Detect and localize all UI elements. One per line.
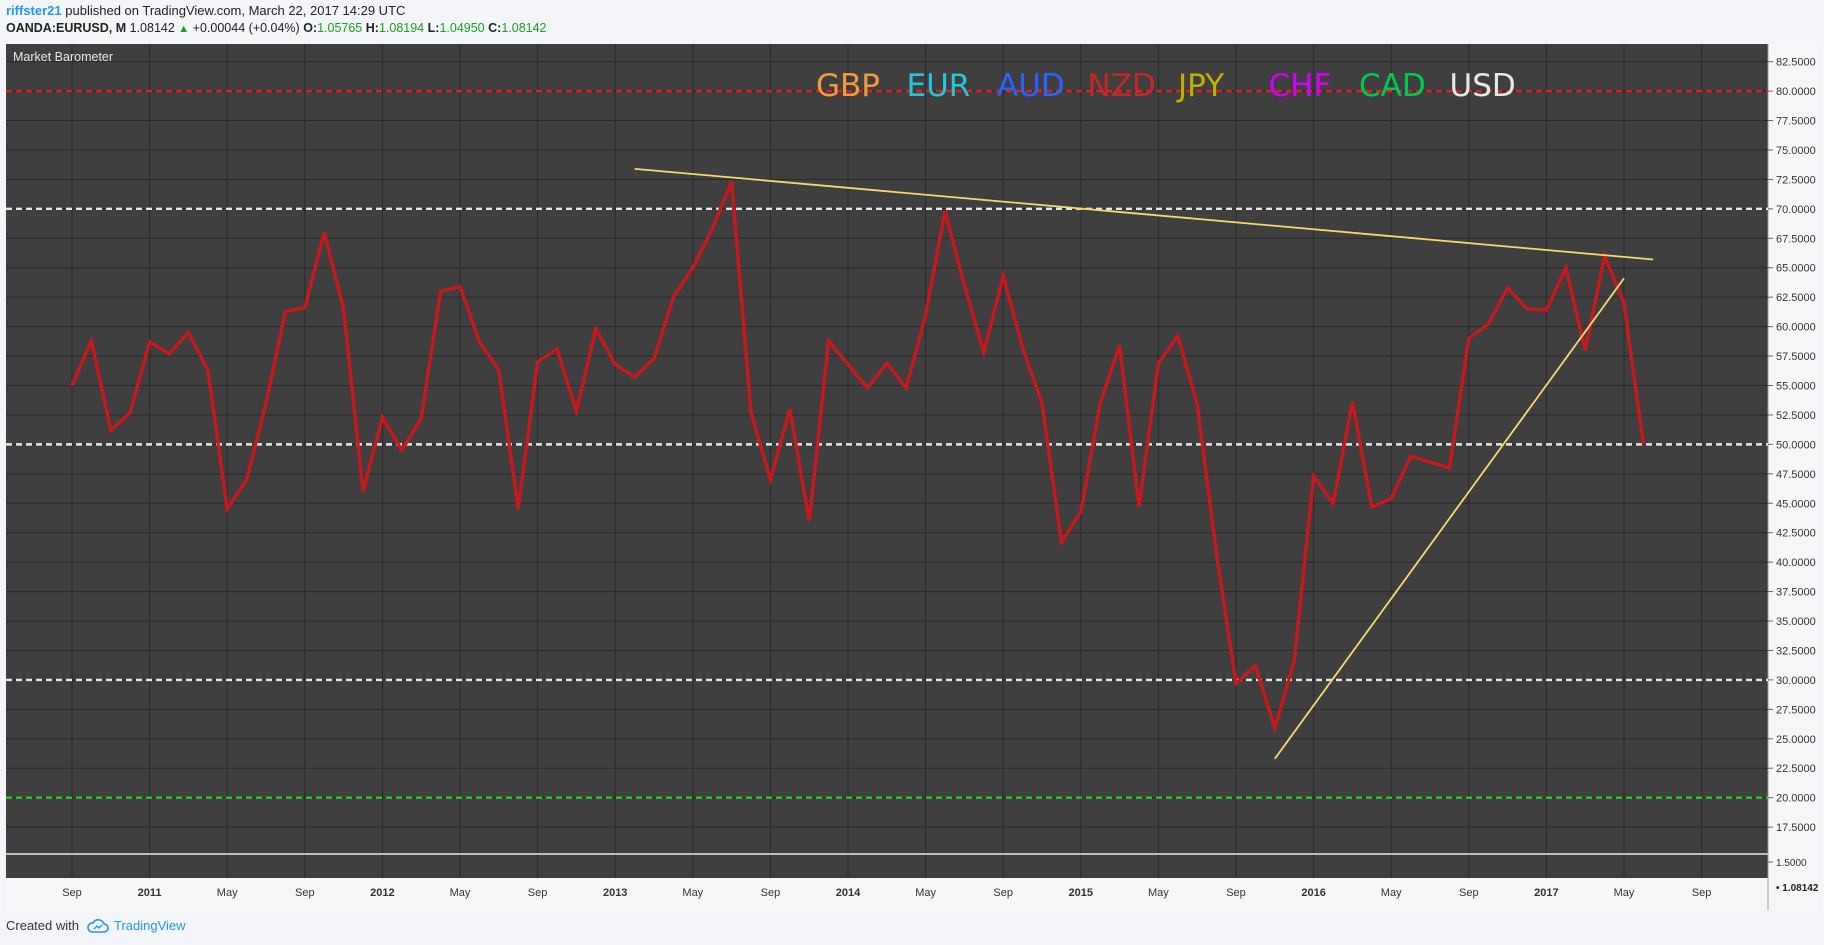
- x-tick-label: Sep: [528, 887, 548, 899]
- close-value: 1.08142: [501, 21, 547, 35]
- y-tick-label: 70.0000: [1776, 204, 1816, 216]
- x-tick-label: Sep: [1692, 887, 1712, 899]
- y-tick-label: 22.5000: [1776, 763, 1816, 775]
- x-tick-label: May: [682, 887, 703, 899]
- footer: Created with TradingView: [6, 918, 186, 933]
- y-tick-label: 62.5000: [1776, 292, 1816, 304]
- open-value: 1.05765: [317, 21, 363, 35]
- y-tick-label: 37.5000: [1776, 587, 1816, 599]
- author-link[interactable]: riffster21: [6, 3, 62, 18]
- tradingview-brand: TradingView: [113, 918, 186, 933]
- x-tick-label: Sep: [993, 887, 1013, 899]
- plot-background: [6, 44, 1768, 910]
- x-tick-label: May: [915, 887, 936, 899]
- legend-cad: CAD: [1359, 68, 1426, 104]
- y-tick-label: 27.5000: [1776, 704, 1816, 716]
- chart-canvas[interactable]: Sep 2011 May Sep 2012 May Sep 2013 May Sep 2014 May…: [6, 44, 1818, 910]
- high-label: H:: [365, 21, 379, 35]
- y-tick-label: 77.5000: [1776, 116, 1816, 128]
- time-axis[interactable]: [6, 878, 1768, 910]
- y-tick-label: 65.0000: [1776, 263, 1816, 275]
- trendline-0[interactable]: [634, 167, 1654, 261]
- last-price-label: • 1.08142: [1776, 883, 1818, 894]
- x-tick-label: 2016: [1301, 887, 1325, 899]
- legend-gbp: GBP: [816, 68, 880, 104]
- x-tick-label: Sep: [1226, 887, 1246, 899]
- x-tick-label: 2015: [1069, 887, 1093, 899]
- publish-text: published on TradingView.com, March 22, …: [65, 3, 406, 18]
- y-tick-label: 40.0000: [1776, 557, 1816, 569]
- high-value: 1.08194: [378, 21, 425, 35]
- x-tick-label: May: [450, 887, 471, 899]
- y-tick-label: 35.0000: [1776, 616, 1816, 628]
- y-tick-label: 20.0000: [1776, 793, 1816, 805]
- up-arrow-icon: ▲: [178, 23, 190, 35]
- y-tick-label: 60.0000: [1776, 322, 1816, 334]
- low-label: L:: [427, 21, 440, 35]
- tradingview-link[interactable]: TradingView: [87, 918, 186, 933]
- price-axis[interactable]: [1768, 44, 1818, 910]
- x-tick-label: May: [1148, 887, 1169, 899]
- legend-eur: EUR: [907, 68, 971, 104]
- legend-nzd: NZD: [1088, 68, 1156, 104]
- symbol-name: OANDA:EURUSD, M: [6, 21, 127, 35]
- close-label: C:: [488, 21, 502, 35]
- low-value: 1.04950: [439, 21, 485, 35]
- y-tick-label: 32.5000: [1776, 645, 1816, 657]
- cloud-icon: [87, 918, 109, 933]
- y-tick-label: 25.0000: [1776, 734, 1816, 746]
- x-tick-label: Sep: [1459, 887, 1479, 899]
- y-tick-label: 45.0000: [1776, 498, 1816, 510]
- created-with-text: Created with: [6, 918, 79, 933]
- x-tick-label: May: [1614, 887, 1635, 899]
- series-line-0[interactable]: [70, 181, 1646, 735]
- x-tick-label: 2013: [603, 887, 627, 899]
- x-tick-label: 2011: [138, 887, 162, 899]
- symbol-info: OANDA:EURUSD, M 1.08142 ▲ +0.00044 (+0.0…: [6, 21, 547, 35]
- y-tick-label: 17.5000: [1776, 822, 1816, 834]
- open-label: O:: [303, 21, 318, 35]
- x-tick-label: Sep: [295, 887, 315, 899]
- x-tick-label: Sep: [761, 887, 781, 899]
- y-tick-label: 55.0000: [1776, 380, 1816, 392]
- y-tick-label: 30.0000: [1776, 675, 1816, 687]
- y-tick-label: 80.0000: [1776, 86, 1816, 98]
- x-tick-label: Sep: [62, 887, 82, 899]
- legend-aud: AUD: [997, 68, 1065, 104]
- legend-chf: CHF: [1269, 68, 1332, 104]
- legend-usd: USD: [1450, 68, 1516, 104]
- x-tick-label: 2017: [1534, 887, 1558, 899]
- y-tick-label: 67.5000: [1776, 233, 1816, 245]
- sub-pane-tick-label: 1.5000: [1776, 858, 1807, 869]
- y-tick-label: 72.5000: [1776, 174, 1816, 186]
- chart-title: Market Barometer: [13, 50, 113, 64]
- y-tick-label: 57.5000: [1776, 351, 1816, 363]
- x-tick-label: May: [217, 887, 238, 899]
- y-tick-label: 42.5000: [1776, 528, 1816, 540]
- y-tick-label: 75.0000: [1776, 145, 1816, 157]
- legend-jpy: JPY: [1176, 68, 1224, 104]
- trendline-1[interactable]: [1274, 277, 1625, 760]
- y-tick-label: 52.5000: [1776, 410, 1816, 422]
- x-tick-label: May: [1381, 887, 1402, 899]
- x-tick-label: 2014: [836, 887, 861, 899]
- publish-info: riffster21 published on TradingView.com,…: [6, 3, 405, 18]
- y-tick-label: 47.5000: [1776, 469, 1816, 481]
- price-change: +0.00044 (+0.04%): [192, 21, 300, 35]
- last-price: 1.08142: [129, 21, 175, 35]
- x-tick-label: 2012: [370, 887, 394, 899]
- y-tick-label: 50.0000: [1776, 439, 1816, 451]
- y-tick-label: 82.5000: [1776, 57, 1816, 69]
